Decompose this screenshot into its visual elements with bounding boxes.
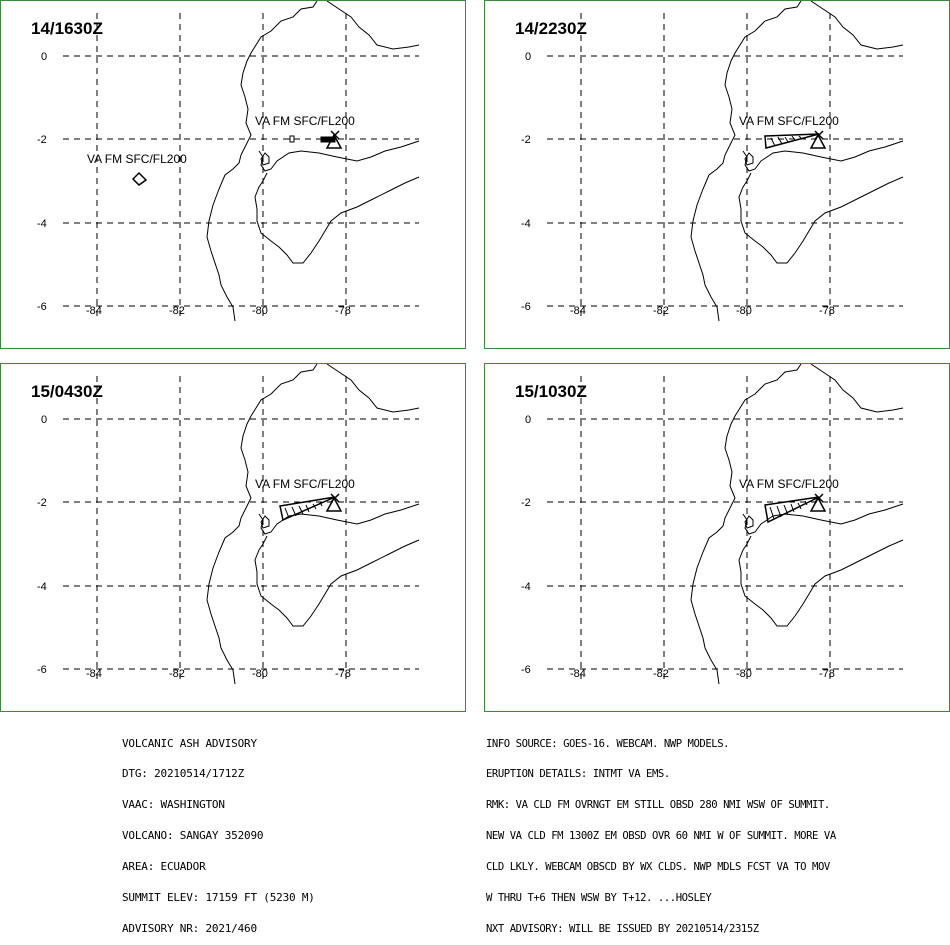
lon-tick-label: -82 [653,305,669,317]
ash-cloud-polygon [279,496,336,522]
volcano-marker [325,493,343,512]
lat-tick-label: 0 [41,51,47,63]
advisory-line: DTG: 20210514/1712Z [122,767,245,781]
lat-lon-grid [547,13,903,316]
advisory-line: SUMMIT ELEV: 17159 FT (5230 M) [122,891,315,905]
lon-tick-label: -82 [653,668,669,680]
lat-tick-label: -6 [521,664,531,676]
advisory-line: RMK: VA CLD FM OVRNGT EM STILL OBSD 280 … [486,799,830,812]
panel-time-label: 14/1630Z [31,19,103,38]
lon-tick-label: -78 [819,668,835,680]
advisory-line: VOLCANO: SANGAY 352090 [122,829,264,843]
panel-time-label: 15/1030Z [515,382,587,401]
volcano-marker [809,130,827,149]
ash-cloud-polygon [764,496,820,524]
lon-tick-label: -80 [736,668,752,680]
lat-tick-label: -6 [37,301,47,313]
coastline [690,364,904,685]
lon-tick-label: -78 [335,668,351,680]
lat-tick-label: -4 [37,581,47,593]
lon-tick-label: -78 [335,305,351,317]
lon-tick-label: -80 [252,668,268,680]
advisory-header-block: VOLCANIC ASH ADVISORY DTG: 20210514/1712… [122,718,315,945]
ash-cloud-label: VA FM SFC/FL200 [255,477,355,491]
ash-cloud-label: VA FM SFC/FL200 [739,114,839,128]
lat-lon-grid [63,376,419,679]
advisory-line: NXT ADVISORY: WILL BE ISSUED BY 20210514… [486,922,759,935]
lat-tick-label: -2 [521,134,531,146]
map-panel-2: 14/2230Z 0 -2 -4 -6 -84 -82 -80 -78 [484,0,950,349]
lon-tick-label: -84 [86,305,102,317]
map-panel-4: 15/1030Z 0 -2 -4 -6 -84 -82 -80 -78 [484,363,950,712]
lon-tick-label: -84 [86,668,102,680]
map-canvas: 0 -2 -4 -6 -84 -82 -80 -78 VA FM SFC/FL2… [37,1,420,322]
advisory-line: ERUPTION DETAILS: INTMT VA EMS. [486,768,670,781]
ash-cloud-label: VA FM SFC/FL200 [255,114,355,128]
volcano-marker [809,493,827,512]
map-panel-1: 14/1630Z 0 -2 -4 -6 -84 -82 -80 -78 [0,0,466,349]
lon-tick-label: -78 [819,305,835,317]
advisory-line: INFO SOURCE: GOES-16. WEBCAM. NWP MODELS… [486,737,730,750]
map-canvas: 0 -2 -4 -6 -84 -82 -80 -78 VA FM SFC/FL2… [37,364,420,685]
advisory-line: VAAC: WASHINGTON [122,798,225,812]
lat-tick-label: 0 [41,414,47,426]
lat-lon-grid [547,376,903,679]
panel-time-label: 14/2230Z [515,19,587,38]
panel-time-label: 15/0430Z [31,382,103,401]
advisory-line: CLD LKLY. WEBCAM OBSCD BY WX CLDS. NWP M… [486,861,830,874]
lat-tick-label: -2 [37,497,47,509]
volcano-marker [325,130,343,149]
lat-tick-label: -4 [521,581,531,593]
coastline [206,1,420,322]
lon-tick-label: -84 [570,305,586,317]
lat-lon-grid [63,13,419,316]
lon-tick-label: -80 [252,305,268,317]
advisory-line: VOLCANIC ASH ADVISORY [122,736,257,750]
lat-tick-label: 0 [525,51,531,63]
lat-tick-label: -4 [37,218,47,230]
lat-tick-label: -4 [521,218,531,230]
advisory-line: AREA: ECUADOR [122,860,206,874]
lon-tick-label: -82 [169,668,185,680]
coastline [690,1,904,322]
advisory-line: ADVISORY NR: 2021/460 [122,921,257,935]
lon-tick-label: -82 [169,305,185,317]
lon-tick-label: -80 [736,305,752,317]
ash-cloud-polygon [764,133,820,149]
map-panel-3: 15/0430Z 0 -2 -4 -6 -84 -82 -80 -78 [0,363,466,712]
lat-tick-label: 0 [525,414,531,426]
ash-cloud-label: VA FM SFC/FL200 [739,477,839,491]
lat-tick-label: -6 [521,301,531,313]
lat-tick-label: -2 [37,134,47,146]
advisory-remarks-block: INFO SOURCE: GOES-16. WEBCAM. NWP MODELS… [486,718,836,945]
lat-tick-label: -2 [521,497,531,509]
lon-tick-label: -84 [570,668,586,680]
lat-tick-label: -6 [37,664,47,676]
advisory-line: W THRU T+6 THEN WSW BY T+12. ...HOSLEY [486,892,712,905]
ash-cloud-label: VA FM SFC/FL200 [87,152,187,166]
map-canvas: 0 -2 -4 -6 -84 -82 -80 -78 VA FM SFC/FL2… [521,1,904,322]
coastline [206,364,420,685]
advisory-line: NEW VA CLD FM 1300Z EM OBSD OVR 60 NMI W… [486,830,836,843]
map-canvas: 0 -2 -4 -6 -84 -82 -80 -78 VA FM SFC/FL2… [521,364,904,685]
